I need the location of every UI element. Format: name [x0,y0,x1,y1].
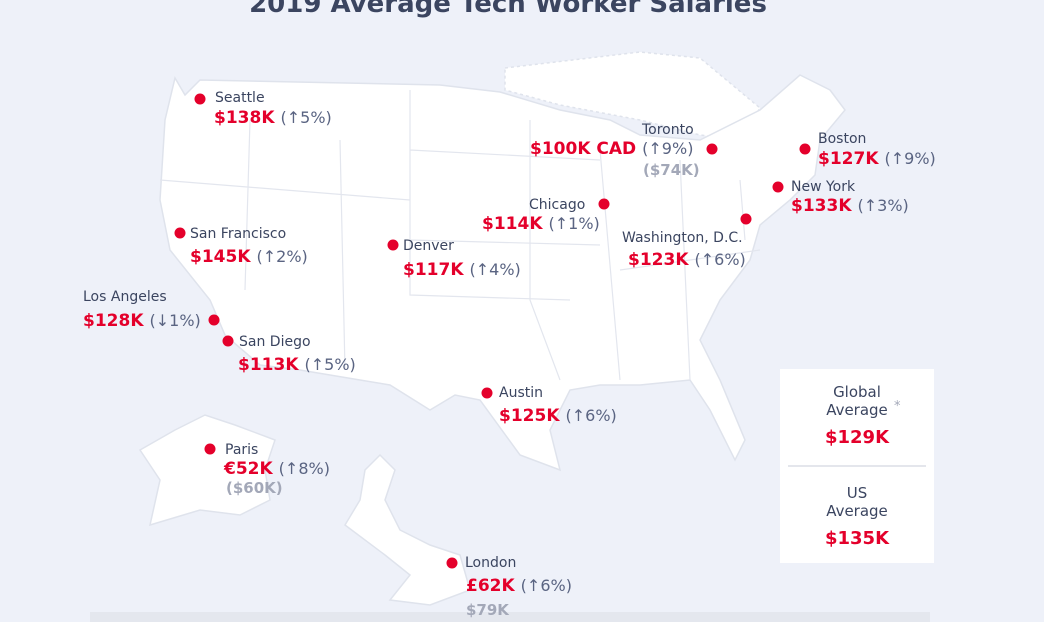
converted-salary: ($60K) [226,479,283,497]
converted-salary: $79K [466,601,510,619]
change: (↑9%) [885,149,936,168]
salary: $125K [499,406,560,426]
average-value: $135K [825,528,890,549]
city-name: New York [791,179,856,195]
city-salary-line: €52K (↑8%) [223,459,330,479]
salary: $114K [482,214,543,234]
city-dot [204,443,216,455]
change: (↑8%) [279,459,330,478]
city-dot [772,181,784,193]
city-dot [598,198,610,210]
salary: €52K [223,459,273,479]
city-salary-line: £62K (↑6%) [466,576,572,596]
change: (↑6%) [695,250,746,269]
city-dot [481,387,493,399]
city-dot [387,239,399,251]
city-name: Denver [403,238,454,254]
converted-salary: ($74K) [643,161,700,179]
average-label: Average [826,401,888,419]
average-value: $129K [825,427,890,448]
salary: $123K [628,250,689,270]
uk [344,453,471,606]
france [138,414,276,527]
salary: $127K [818,149,879,169]
city-name: Seattle [215,90,265,106]
city-salary-line: $138K (↑5%) [214,108,332,128]
average-label: Average [826,502,888,520]
salary: $128K [83,311,144,331]
salary: $100K CAD [530,139,636,159]
state-lines [159,90,761,381]
city-salary-line: $128K (↓1%) [83,311,201,331]
change: (↑6%) [521,576,572,595]
average-label: Global [833,383,881,401]
city-dot [706,143,718,155]
city-salary-line: $123K (↑6%) [628,250,746,270]
city-name: Los Angeles [83,289,167,305]
city-dot [740,213,752,225]
city-name: Chicago [529,197,585,213]
city-salary-line: $145K (↑2%) [190,247,308,267]
change: (↑5%) [281,108,332,127]
city-salary-line: $100K CAD (↑9%) [530,139,693,159]
average-note: * [894,399,901,414]
salary: $145K [190,247,251,267]
change: (↑3%) [858,196,909,215]
city-name: San Diego [239,334,311,350]
city-salary-line: $117K (↑4%) [403,260,521,280]
title: 2019 Average Tech Worker Salaries [249,0,767,19]
change: (↑1%) [549,214,600,233]
change: (↑4%) [470,260,521,279]
city-dot [799,143,811,155]
change: (↑2%) [257,247,308,266]
city-dot [194,93,206,105]
salary: $138K [214,108,275,128]
average-label: US [847,484,868,502]
city-name: Paris [225,442,258,458]
city-salary-line: $127K (↑9%) [818,149,936,169]
city-name: Boston [818,131,866,147]
city-name: San Francisco [190,226,286,242]
salary: $113K [238,355,299,375]
change: (↑6%) [566,406,617,425]
city-name: Toronto [641,122,694,138]
salary: $133K [791,196,852,216]
city-name: Washington, D.C. [622,230,743,246]
change: (↑9%) [642,139,693,158]
shadow [90,612,930,622]
city-dot [446,557,458,569]
city-salary-line: $114K (↑1%) [482,214,600,234]
city-name: Austin [499,385,543,401]
city-dot [208,314,220,326]
city-salary-line: $113K (↑5%) [238,355,356,375]
city-name: London [465,555,516,571]
change: (↑5%) [305,355,356,374]
salary: $117K [403,260,464,280]
city-salary-line: $133K (↑3%) [791,196,909,216]
city-salary-line: $125K (↑6%) [499,406,617,426]
usa [159,74,846,472]
city-dot [222,335,234,347]
change: (↓1%) [150,311,201,330]
salary: £62K [466,576,515,596]
city-dot [174,227,186,239]
